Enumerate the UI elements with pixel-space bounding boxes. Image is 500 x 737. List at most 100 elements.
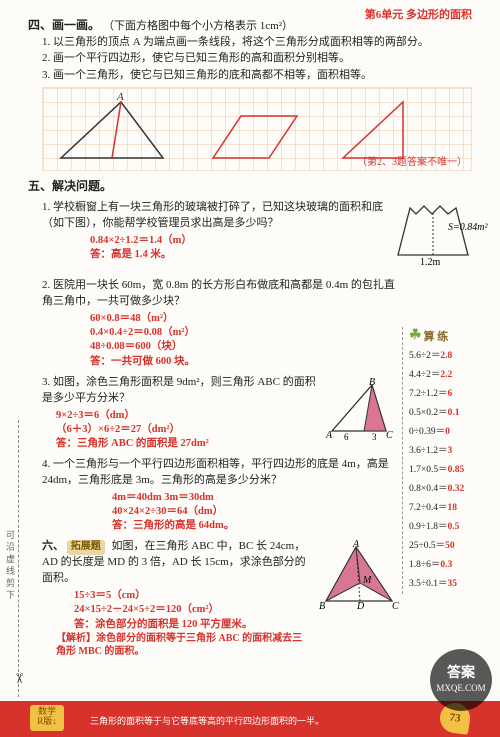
calc-lhs: 1.8÷6＝ — [409, 560, 440, 570]
triangle-abc-diagram-1: B A C 6 3 — [324, 375, 402, 441]
svg-text:A: A — [116, 91, 124, 103]
s5-q3: 3. 如图，涂色三角形面积是 9dm²，则三角形 ABC 的面积是多少平方分米？… — [42, 375, 402, 451]
calc-rhs: 0.3 — [440, 560, 452, 570]
s4-q3: 3. 画一个三角形，使它与已知三角形的底和高都不相等，面积相等。 — [42, 68, 490, 83]
calc-sidebar: ☘ 算 练 5.6÷2＝2.8 4.4÷2＝2.2 7.2÷1.2＝6 0.5×0.2… — [402, 327, 490, 594]
triangle-abc-diagram-2: A B C D M — [316, 539, 402, 613]
calc-row: 0.5×0.2＝0.1 — [409, 404, 490, 418]
s6-prefix: 六、 — [42, 540, 64, 552]
unit-header: 第6单元 多边形的面积 — [365, 6, 472, 22]
calc-lhs: 7.2÷1.2＝ — [409, 389, 447, 399]
section6: 六、 拓展题 如图，在三角形 ABC 中，BC 长 24cm，AD 的长度是 M… — [42, 539, 402, 658]
section4-note: （下面方格图中每个小方格表示 1cm²） — [103, 20, 293, 32]
svg-text:6: 6 — [344, 432, 349, 441]
section5-title: 五、解决问题。 — [28, 177, 490, 194]
calc-rhs: 3 — [447, 446, 452, 456]
s5-q1-c1: 0.84×2÷1.2＝1.4（m） — [90, 234, 384, 248]
s5-q2: 2. 医院用一块长 60m，宽 0.8m 的长方形白布做底和高都是 0.4m 的… — [42, 278, 402, 369]
s6-c1: 15÷3＝5（cm） — [74, 589, 310, 603]
calc-rhs: 0.85 — [448, 465, 465, 475]
calc-lhs: 0.9÷1.8＝ — [409, 522, 447, 532]
calc-row: 4.4÷2＝2.2 — [409, 366, 490, 380]
calc-lhs: 0.8×0.4＝ — [409, 484, 448, 494]
calc-row: 3.5÷0.1＝35 — [409, 575, 490, 589]
s5-q4: 4. 一个三角形与一个平行四边形面积相等，平行四边形的底是 4m，高是24dm，… — [42, 457, 402, 533]
svg-text:M: M — [362, 575, 372, 586]
svg-text:1.2m: 1.2m — [420, 257, 441, 266]
calc-lhs: 5.6÷2＝ — [409, 351, 440, 361]
svg-text:C: C — [392, 601, 399, 612]
calc-rhs: 0.32 — [448, 484, 465, 494]
calc-rhs: 35 — [447, 579, 457, 589]
calc-rhs: 2.8 — [440, 351, 452, 361]
calc-lhs: 0÷0.39＝ — [409, 427, 445, 437]
svg-text:B: B — [319, 601, 325, 612]
calc-rhs: 0.5 — [447, 522, 459, 532]
calc-lhs: 7.2÷0.4＝ — [409, 503, 447, 513]
cut-label: 可沿虚线剪下 — [4, 530, 17, 602]
svg-text:B: B — [369, 377, 375, 388]
calc-row: 1.8÷6＝0.3 — [409, 556, 490, 570]
s6-c2: 24×15÷2－24×5÷2＝120（cm²） — [74, 603, 310, 617]
calc-row: 0.8×0.4＝0.32 — [409, 480, 490, 494]
trapezoid-diagram: 1.2m S=0.84m² — [390, 200, 490, 272]
s5-q4-text: 4. 一个三角形与一个平行四边形面积相等，平行四边形的底是 4m，高是24dm，… — [42, 458, 389, 486]
scissor-icon: ✂ — [9, 673, 26, 685]
calc-lhs: 3.6÷1.2＝ — [409, 446, 447, 456]
svg-text:A: A — [325, 430, 333, 441]
calc-rhs: 50 — [445, 541, 455, 551]
s5-q2-c3: 48÷0.08＝600（块） — [90, 340, 402, 354]
s5-q1-text: 1. 学校橱窗上有一块三角形的玻璃被打碎了，已知这块玻璃的面积和底（如下图），你… — [42, 201, 383, 229]
leaf-icon: ☘ — [409, 327, 422, 344]
calc-title: ☘ 算 练 — [409, 327, 490, 344]
s6-c3: 答：涂色部分的面积是 120 平方厘米。 — [74, 618, 310, 632]
watermark: 答案 MXQE.COM — [430, 649, 492, 711]
svg-text:S=0.84m²: S=0.84m² — [448, 222, 488, 233]
calc-row: 0÷0.39＝0 — [409, 423, 490, 437]
calc-title-text: 算 练 — [424, 328, 449, 344]
watermark-l1: 答案 — [430, 666, 492, 683]
s5-q4-c3: 答：三角形的高是 64dm。 — [112, 519, 402, 533]
s5-q2-c2: 0.4×0.4÷2＝0.08（m²） — [90, 326, 402, 340]
svg-text:C: C — [386, 430, 393, 441]
calc-lhs: 3.5÷0.1＝ — [409, 579, 447, 589]
cut-line — [18, 420, 19, 697]
svg-text:3: 3 — [372, 432, 377, 441]
s5-q3-c1: 9×2÷3＝6（dm） — [56, 409, 318, 423]
calc-row: 25÷0.5＝50 — [409, 537, 490, 551]
grid-note: （第2、3题答案不唯一） — [357, 153, 467, 168]
footer-tip: 三角形的面积等于与它等底等高的平行四边形面积的一半。 — [90, 714, 324, 727]
section4-title-text: 四、画一画。 — [28, 18, 100, 32]
s5-q2-c4: 答：一共可做 600 块。 — [90, 355, 402, 369]
s5-q1: 1. 学校橱窗上有一块三角形的玻璃被打碎了，已知这块玻璃的面积和底（如下图），你… — [42, 200, 490, 272]
calc-row: 7.2÷1.2＝6 — [409, 385, 490, 399]
calc-rhs: 2.2 — [440, 370, 452, 380]
s5-q4-c1: 4m＝40dm 3m＝30dm — [112, 491, 402, 505]
s6-c4: 【解析】涂色部分的面积等于三角形 ABC 的面积减去三角形 MBC 的面积。 — [56, 632, 310, 659]
svg-text:A: A — [352, 539, 360, 550]
subject-badge: 数学R版↓ — [30, 705, 64, 731]
calc-row: 1.7×0.5＝0.85 — [409, 461, 490, 475]
calc-row: 7.2÷0.4＝18 — [409, 499, 490, 513]
s5-q2-text: 2. 医院用一块长 60m，宽 0.8m 的长方形白布做底和高都是 0.4m 的… — [42, 279, 395, 307]
calc-row: 5.6÷2＝2.8 — [409, 347, 490, 361]
s5-q4-c2: 40×24×2÷30＝64（dm） — [112, 505, 402, 519]
calc-rhs: 18 — [447, 503, 457, 513]
calc-row: 0.9÷1.8＝0.5 — [409, 518, 490, 532]
calc-rhs: 6 — [447, 389, 452, 399]
watermark-l2: MXQE.COM — [430, 683, 492, 694]
calc-lhs: 1.7×0.5＝ — [409, 465, 448, 475]
s5-q3-c2: （6＋3）×6÷2＝27（dm²） — [56, 423, 318, 437]
grid-diagram: A （第2、3题答案不唯一） — [42, 87, 472, 171]
expand-badge: 拓展题 — [67, 540, 105, 555]
s5-q1-c2: 答：高是 1.4 米。 — [90, 248, 384, 262]
calc-row: 3.6÷1.2＝3 — [409, 442, 490, 456]
s4-q1: 1. 以三角形的顶点 A 为端点画一条线段，将这个三角形分成面积相等的两部分。 — [42, 35, 490, 50]
svg-text:D: D — [356, 601, 365, 612]
s5-q2-c1: 60×0.8＝48（m²） — [90, 312, 402, 326]
calc-rhs: 0 — [445, 427, 450, 437]
s5-q3-c3: 答：三角形 ABC 的面积是 27dm² — [56, 437, 318, 451]
calc-lhs: 25÷0.5＝ — [409, 541, 445, 551]
s5-q3-text: 3. 如图，涂色三角形面积是 9dm²，则三角形 ABC 的面积是多少平方分米？ — [42, 376, 316, 404]
s4-q2: 2. 画一个平行四边形，使它与已知三角形的高和面积分别相等。 — [42, 51, 490, 66]
